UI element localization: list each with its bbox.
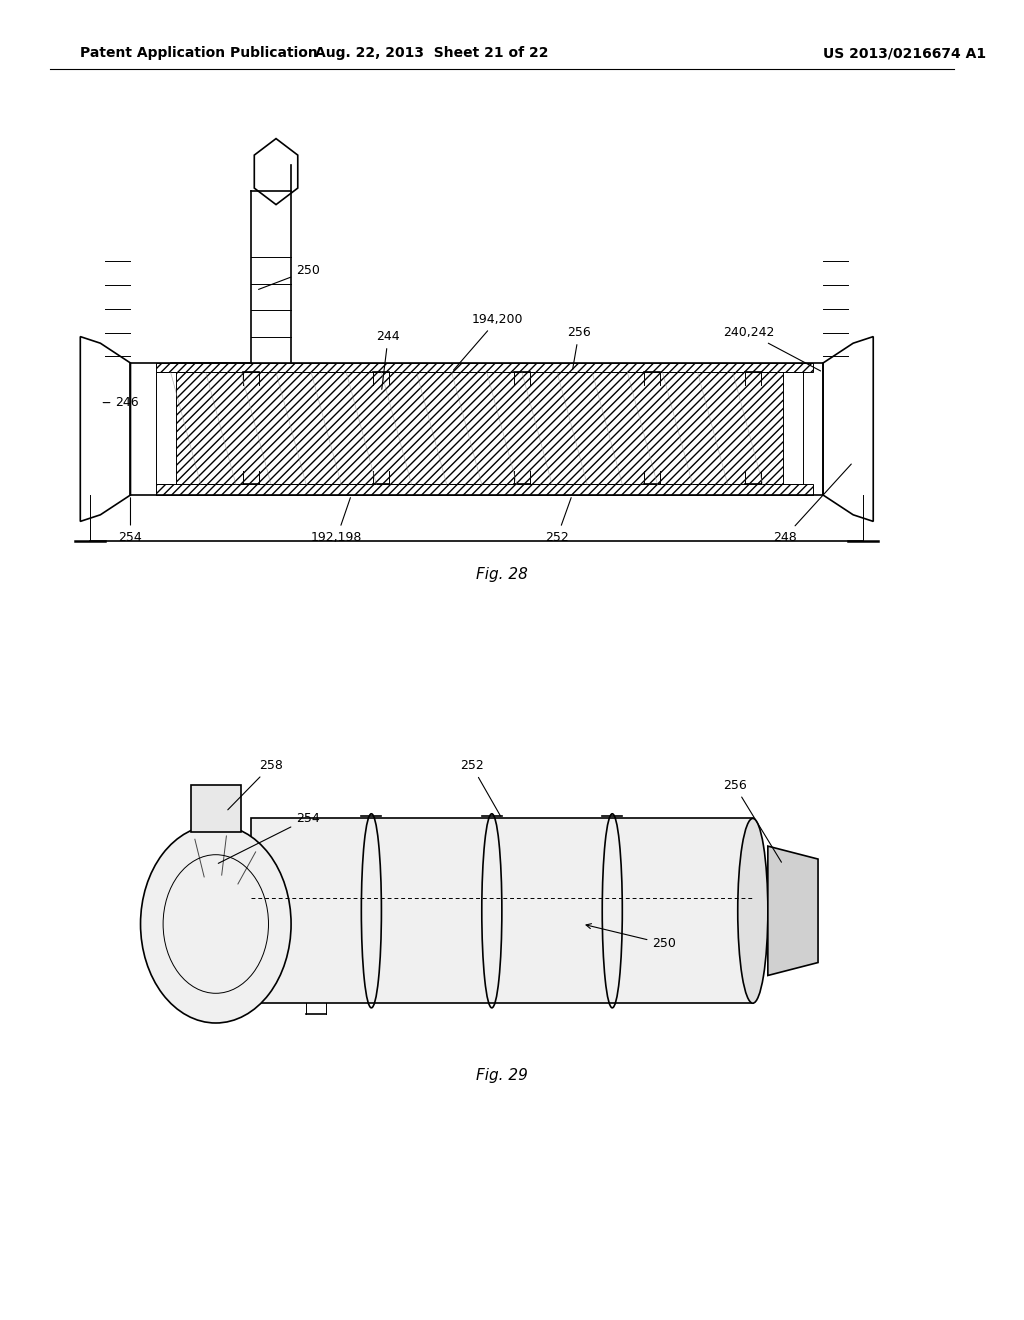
Text: Aug. 22, 2013  Sheet 21 of 22: Aug. 22, 2013 Sheet 21 of 22 — [314, 46, 548, 61]
Text: 250: 250 — [586, 924, 676, 950]
Polygon shape — [251, 818, 753, 1003]
Polygon shape — [768, 846, 818, 975]
Ellipse shape — [737, 818, 768, 1003]
Text: 256: 256 — [567, 326, 591, 370]
Text: 240,242: 240,242 — [723, 326, 820, 371]
Text: Fig. 28: Fig. 28 — [476, 566, 527, 582]
Text: US 2013/0216674 A1: US 2013/0216674 A1 — [823, 46, 986, 61]
Text: 252: 252 — [545, 498, 571, 544]
Text: 244: 244 — [377, 330, 400, 389]
Text: 250: 250 — [258, 264, 319, 289]
Text: Fig. 29: Fig. 29 — [476, 1068, 527, 1084]
Text: 256: 256 — [723, 779, 781, 862]
Text: 246: 246 — [103, 396, 139, 409]
Text: 258: 258 — [227, 759, 283, 809]
Text: Patent Application Publication: Patent Application Publication — [80, 46, 318, 61]
Text: 248: 248 — [773, 465, 851, 544]
Text: 192,198: 192,198 — [311, 498, 362, 544]
Text: 194,200: 194,200 — [454, 313, 523, 370]
Text: 254: 254 — [119, 498, 142, 544]
Circle shape — [140, 825, 291, 1023]
Polygon shape — [190, 785, 241, 832]
Text: 254: 254 — [218, 812, 319, 863]
Text: 252: 252 — [460, 759, 501, 816]
